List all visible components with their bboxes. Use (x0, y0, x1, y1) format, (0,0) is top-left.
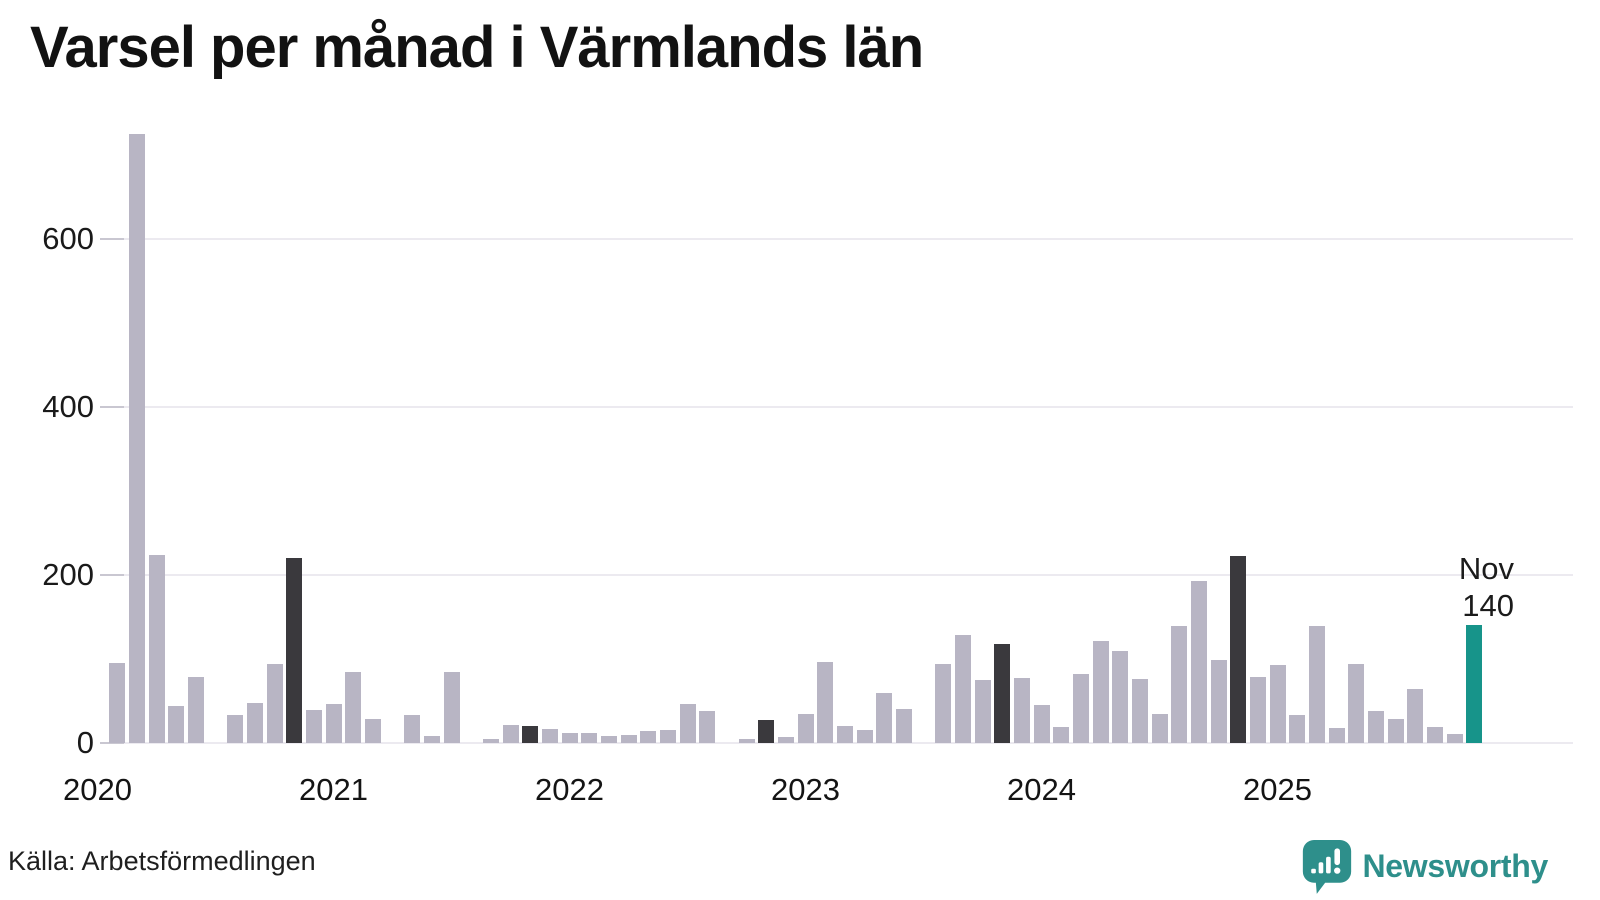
bar-2022-03 (601, 736, 617, 743)
bar-2020-05 (168, 706, 184, 743)
current-value-annotation: Nov 140 (1459, 550, 1514, 624)
bar-2024-03 (1073, 674, 1089, 743)
bar-2023-12 (1014, 678, 1030, 743)
x-tick-label-2023: 2023 (771, 772, 840, 807)
y-tick-600 (100, 238, 124, 240)
bar-2025-01 (1270, 665, 1286, 743)
x-tick-label-2024: 2024 (1007, 772, 1076, 807)
bar-2021-02 (345, 672, 361, 743)
gridline-200 (100, 574, 1573, 576)
bar-2021-12 (542, 729, 558, 743)
bar-2022-11 (758, 720, 774, 743)
bar-2023-06 (896, 709, 912, 743)
bar-2020-06 (188, 677, 204, 743)
bar-2025-06 (1368, 711, 1384, 743)
bar-2020-12 (306, 710, 322, 743)
y-tick-400 (100, 406, 124, 408)
bar-2022-06 (660, 730, 676, 743)
bar-2021-11 (522, 726, 538, 743)
bar-2024-01 (1034, 705, 1050, 743)
gridline-400 (100, 406, 1573, 408)
bar-2021-01 (326, 704, 342, 743)
bar-2022-01 (562, 733, 578, 743)
bar-2022-12 (778, 737, 794, 743)
bar-2020-02 (109, 663, 125, 743)
bar-2023-04 (857, 730, 873, 743)
newsworthy-logo: Newsworthy (1301, 838, 1549, 894)
bar-2023-11 (994, 644, 1010, 743)
bar-2024-06 (1132, 679, 1148, 743)
bar-2024-08 (1171, 626, 1187, 743)
bar-2021-09 (483, 739, 499, 743)
bar-2024-10 (1211, 660, 1227, 743)
bar-2025-11 (1466, 625, 1482, 743)
newsworthy-icon (1302, 840, 1351, 894)
bar-2022-08 (699, 711, 715, 743)
annotation-month: Nov (1458, 551, 1514, 586)
bar-2021-03 (365, 719, 381, 743)
bar-2025-07 (1388, 719, 1404, 743)
bar-2023-09 (955, 635, 971, 743)
bar-2025-04 (1329, 728, 1345, 743)
y-tick-label-400: 400 (42, 389, 94, 424)
bar-2025-05 (1348, 664, 1364, 743)
bar-2020-04 (149, 555, 165, 743)
bar-2021-07 (444, 672, 460, 743)
bar-2025-03 (1309, 626, 1325, 743)
y-tick-label-600: 600 (42, 221, 94, 256)
newsworthy-wordmark: Newsworthy (1362, 847, 1549, 884)
x-tick-label-2025: 2025 (1243, 772, 1312, 807)
bar-2024-09 (1191, 581, 1207, 743)
bar-2021-10 (503, 725, 519, 743)
source-note: Källa: Arbetsförmedlingen (8, 846, 316, 876)
bar-2025-10 (1447, 734, 1463, 743)
bar-2025-09 (1427, 727, 1443, 743)
bar-2020-09 (247, 703, 263, 743)
annotation-value: 140 (1462, 588, 1514, 623)
bar-2024-05 (1112, 651, 1128, 743)
bar-2023-01 (798, 714, 814, 743)
y-tick-0 (100, 742, 124, 744)
bar-2022-02 (581, 733, 597, 743)
bar-2020-11 (286, 558, 302, 743)
bar-2022-05 (640, 731, 656, 743)
bar-2023-10 (975, 680, 991, 743)
bar-2023-03 (837, 726, 853, 743)
bar-2022-07 (680, 704, 696, 743)
x-tick-label-2021: 2021 (299, 772, 368, 807)
bar-2024-07 (1152, 714, 1168, 743)
bar-2023-02 (817, 662, 833, 743)
bar-2024-11 (1230, 556, 1246, 743)
bar-2025-02 (1289, 715, 1305, 743)
bar-2023-05 (876, 693, 892, 743)
bar-2024-04 (1093, 641, 1109, 743)
y-tick-label-0: 0 (76, 725, 94, 760)
bar-2023-08 (935, 664, 951, 743)
bar-2020-10 (267, 664, 283, 743)
bar-2025-08 (1407, 689, 1423, 743)
x-tick-label-2022: 2022 (535, 772, 604, 807)
bar-2020-03 (129, 134, 145, 743)
bar-2022-04 (621, 735, 637, 743)
y-tick-200 (100, 574, 124, 576)
chart-title: Varsel per månad i Värmlands län (30, 15, 924, 80)
gridline-0 (100, 742, 1573, 744)
bar-2021-05 (404, 715, 420, 743)
bar-2022-10 (739, 739, 755, 743)
x-tick-label-2020: 2020 (63, 772, 132, 807)
bar-2021-06 (424, 736, 440, 743)
bar-2024-12 (1250, 677, 1266, 743)
bar-2020-08 (227, 715, 243, 743)
y-tick-label-200: 200 (42, 557, 94, 592)
gridline-600 (100, 238, 1573, 240)
bar-2024-02 (1053, 727, 1069, 743)
